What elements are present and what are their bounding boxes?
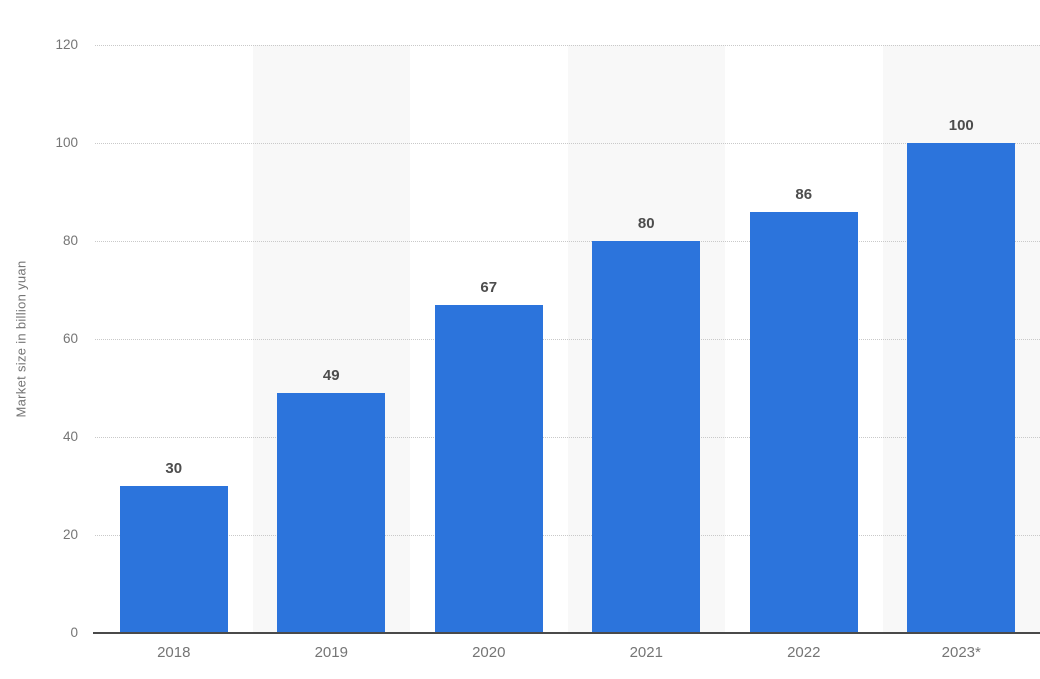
bar-2023*[interactable]	[907, 143, 1016, 633]
y-tick-label: 20	[62, 527, 78, 542]
x-tick-label: 2022	[787, 644, 821, 661]
bar-value-label: 67	[480, 278, 498, 296]
bar-value-label: 30	[165, 460, 183, 477]
gridline	[95, 339, 1040, 340]
bar-value-label: 80	[637, 215, 655, 232]
bar-2021[interactable]	[592, 241, 701, 633]
bar-2022[interactable]	[749, 211, 858, 633]
bar-value-label: 100	[948, 117, 974, 134]
y-axis-title: Market size in billion yuan	[13, 260, 29, 418]
x-axis-line	[93, 632, 1040, 634]
gridline	[95, 241, 1040, 242]
bar-value-label: 49	[322, 366, 340, 384]
gridline	[95, 535, 1040, 536]
gridline	[95, 437, 1040, 438]
gridline	[95, 143, 1040, 144]
y-tick-label: 60	[62, 331, 78, 346]
x-tick-label: 2020	[472, 644, 506, 661]
bar-value-label: 86	[795, 185, 813, 203]
x-tick-label: 2018	[157, 644, 191, 661]
bar-2020[interactable]	[434, 304, 543, 633]
y-tick-label: 0	[70, 625, 78, 640]
x-tick-label: 2023*	[941, 644, 981, 661]
y-tick-label: 120	[55, 37, 78, 52]
y-tick-label: 40	[62, 429, 78, 444]
x-tick-label: 2019	[314, 644, 348, 661]
bar-2018[interactable]	[119, 486, 228, 633]
gridline	[95, 45, 1040, 46]
bar-2019[interactable]	[277, 392, 386, 633]
x-tick-label: 2021	[629, 644, 663, 661]
y-tick-label: 100	[55, 135, 78, 150]
y-tick-label: 80	[62, 233, 78, 248]
